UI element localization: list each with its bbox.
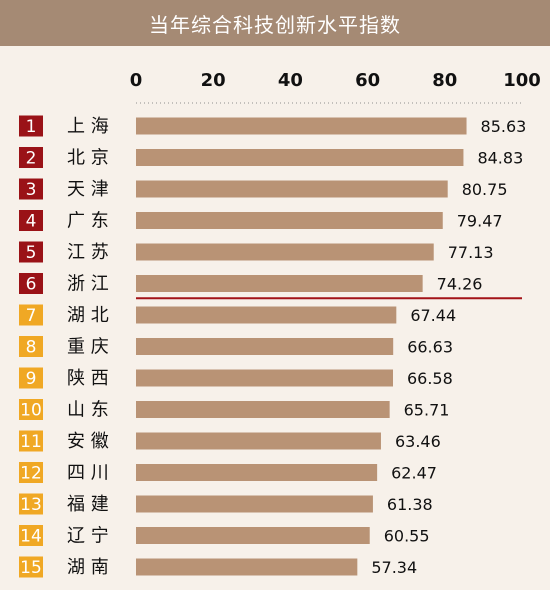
value-label: 80.75 xyxy=(462,180,508,199)
rank-number: 3 xyxy=(26,180,37,200)
value-label: 67.44 xyxy=(410,306,456,325)
rank-number: 5 xyxy=(26,243,37,263)
category-label: 广 东 xyxy=(67,211,109,232)
category-label: 湖 北 xyxy=(67,305,109,326)
rank-badge xyxy=(19,115,43,137)
rank-number: 11 xyxy=(20,432,42,452)
rank-badge xyxy=(19,147,43,168)
rank-number: 6 xyxy=(26,275,37,295)
category-label: 北 京 xyxy=(67,148,109,169)
bar xyxy=(136,495,373,513)
bar xyxy=(136,558,358,576)
bar xyxy=(136,243,434,261)
value-label: 61.38 xyxy=(387,495,433,514)
value-label: 65.71 xyxy=(404,401,450,420)
rank-number: 4 xyxy=(26,212,37,232)
rank-badge xyxy=(19,273,43,294)
value-label: 63.46 xyxy=(395,432,441,451)
value-label: 60.55 xyxy=(384,527,430,546)
value-label: 62.47 xyxy=(391,464,437,483)
rank-badge xyxy=(19,241,43,263)
category-label: 天 津 xyxy=(67,179,109,200)
rank-badge xyxy=(19,399,43,420)
bar xyxy=(136,401,390,418)
rank-number: 8 xyxy=(26,338,37,358)
category-label: 重 庆 xyxy=(67,337,109,358)
x-tick-label: 60 xyxy=(355,70,380,91)
value-label: 74.26 xyxy=(437,275,483,294)
value-label: 66.63 xyxy=(407,338,453,357)
rank-number: 14 xyxy=(20,527,42,547)
x-tick-label: 100 xyxy=(503,70,541,91)
bar xyxy=(136,212,443,229)
rank-number: 9 xyxy=(26,369,37,389)
value-label: 79.47 xyxy=(457,212,503,231)
value-label: 77.13 xyxy=(448,243,494,262)
rank-badge xyxy=(19,210,43,231)
category-label: 浙 江 xyxy=(67,274,109,295)
x-tick-label: 80 xyxy=(432,70,457,91)
bar xyxy=(136,117,467,135)
rank-badge xyxy=(19,178,43,200)
bar xyxy=(136,369,393,387)
category-label: 上 海 xyxy=(67,116,109,137)
x-tick-label: 40 xyxy=(278,70,303,91)
category-label: 山 东 xyxy=(67,400,109,421)
value-label: 66.58 xyxy=(407,369,453,388)
category-label: 安 徽 xyxy=(67,431,109,452)
rank-badge xyxy=(19,525,43,546)
value-label: 85.63 xyxy=(481,117,527,136)
bar xyxy=(136,338,394,355)
bar xyxy=(136,180,448,198)
rank-number: 7 xyxy=(26,306,37,326)
rank-number: 1 xyxy=(26,117,37,137)
bar xyxy=(136,432,381,450)
rank-number: 10 xyxy=(20,401,42,421)
rank-number: 13 xyxy=(20,495,42,515)
bar xyxy=(136,149,464,166)
rank-badge xyxy=(19,367,43,389)
bar xyxy=(136,527,370,544)
category-label: 四 川 xyxy=(67,463,109,484)
chart-title: 当年综合科技创新水平指数 xyxy=(0,0,550,46)
rank-badge xyxy=(19,556,43,578)
bar xyxy=(136,306,397,324)
category-label: 江 苏 xyxy=(67,242,109,263)
rank-badge xyxy=(19,304,43,326)
value-label: 57.34 xyxy=(371,558,417,577)
bar xyxy=(136,464,378,481)
category-label: 辽 宁 xyxy=(67,526,109,547)
rank-number: 15 xyxy=(20,558,42,578)
category-label: 福 建 xyxy=(67,494,109,515)
category-label: 湖 南 xyxy=(67,557,109,578)
bar xyxy=(136,275,423,292)
rank-badge xyxy=(19,493,43,515)
rank-number: 2 xyxy=(26,149,37,169)
x-tick-label: 20 xyxy=(201,70,226,91)
x-tick-label: 0 xyxy=(130,70,143,91)
rank-badge xyxy=(19,462,43,483)
value-label: 84.83 xyxy=(477,149,523,168)
category-label: 陕 西 xyxy=(67,368,109,389)
rank-badge xyxy=(19,336,43,357)
rank-badge xyxy=(19,430,43,452)
rank-number: 12 xyxy=(20,464,42,484)
